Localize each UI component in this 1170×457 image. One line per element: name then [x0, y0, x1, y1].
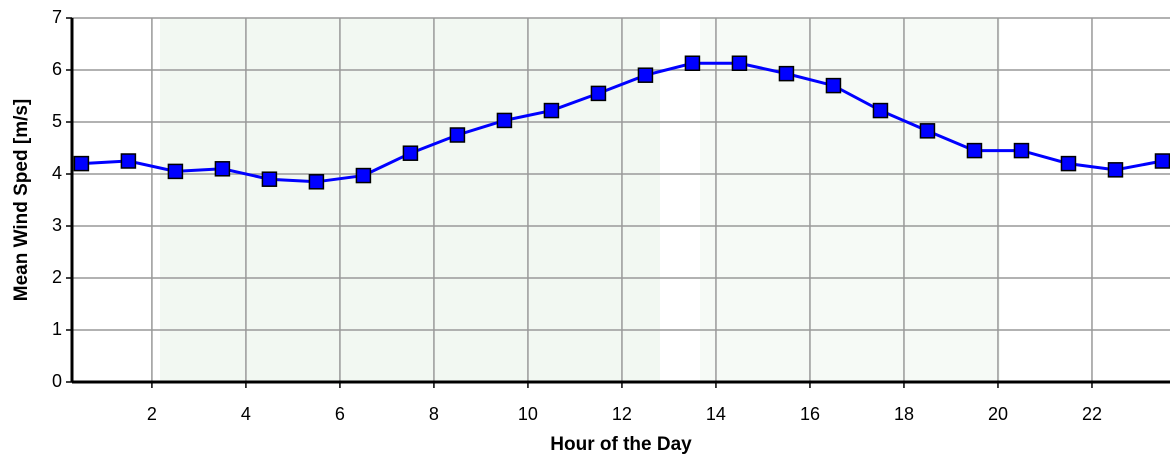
point-marker	[214, 161, 231, 177]
x-axis-label: Hour of the Day	[550, 434, 692, 455]
point-marker	[825, 77, 842, 94]
y-tick-label: 1	[52, 319, 62, 339]
x-tick-label: 2	[147, 404, 157, 424]
x-tick-label: 6	[335, 404, 345, 424]
y-tick-label: 7	[52, 7, 62, 27]
x-tick-label: 12	[612, 404, 632, 424]
point-marker	[355, 167, 372, 184]
point-marker	[402, 145, 419, 161]
point-marker	[496, 112, 513, 129]
point-marker	[120, 153, 137, 169]
point-marker	[966, 142, 983, 159]
point-marker	[167, 163, 184, 180]
watermark	[160, 18, 660, 382]
point-marker	[1154, 153, 1170, 169]
y-tick-label: 6	[52, 59, 62, 79]
point-marker	[1060, 155, 1077, 172]
x-tick-label: 14	[706, 404, 726, 424]
point-marker	[919, 123, 936, 139]
point-marker	[731, 55, 748, 71]
point-marker	[1107, 162, 1124, 178]
point-marker	[778, 65, 795, 82]
y-tick-label: 4	[52, 163, 62, 183]
x-tick-label: 20	[988, 404, 1008, 424]
y-tick-label: 3	[52, 215, 62, 235]
point-marker	[543, 102, 560, 119]
y-axis-label: Mean Wind Sped [m/s]	[11, 99, 32, 302]
x-tick-label: 8	[429, 404, 439, 424]
x-tick-label: 18	[894, 404, 914, 424]
x-tick-label: 10	[518, 404, 538, 424]
x-tick-label: 4	[241, 404, 251, 424]
point-marker	[1013, 142, 1030, 159]
point-marker	[73, 155, 90, 172]
point-marker	[872, 102, 889, 119]
y-tick-label: 2	[52, 267, 62, 287]
x-tick-label: 22	[1082, 404, 1102, 424]
watermark	[700, 18, 1000, 382]
point-marker	[449, 127, 466, 143]
point-marker	[261, 171, 278, 187]
point-marker	[684, 55, 701, 71]
y-tick-label: 5	[52, 111, 62, 131]
series-line	[81, 61, 1163, 184]
point-marker	[590, 85, 607, 102]
y-tick-label: 0	[52, 371, 62, 391]
point-marker	[308, 174, 325, 190]
point-marker	[637, 67, 654, 83]
x-tick-label: 16	[800, 404, 820, 424]
